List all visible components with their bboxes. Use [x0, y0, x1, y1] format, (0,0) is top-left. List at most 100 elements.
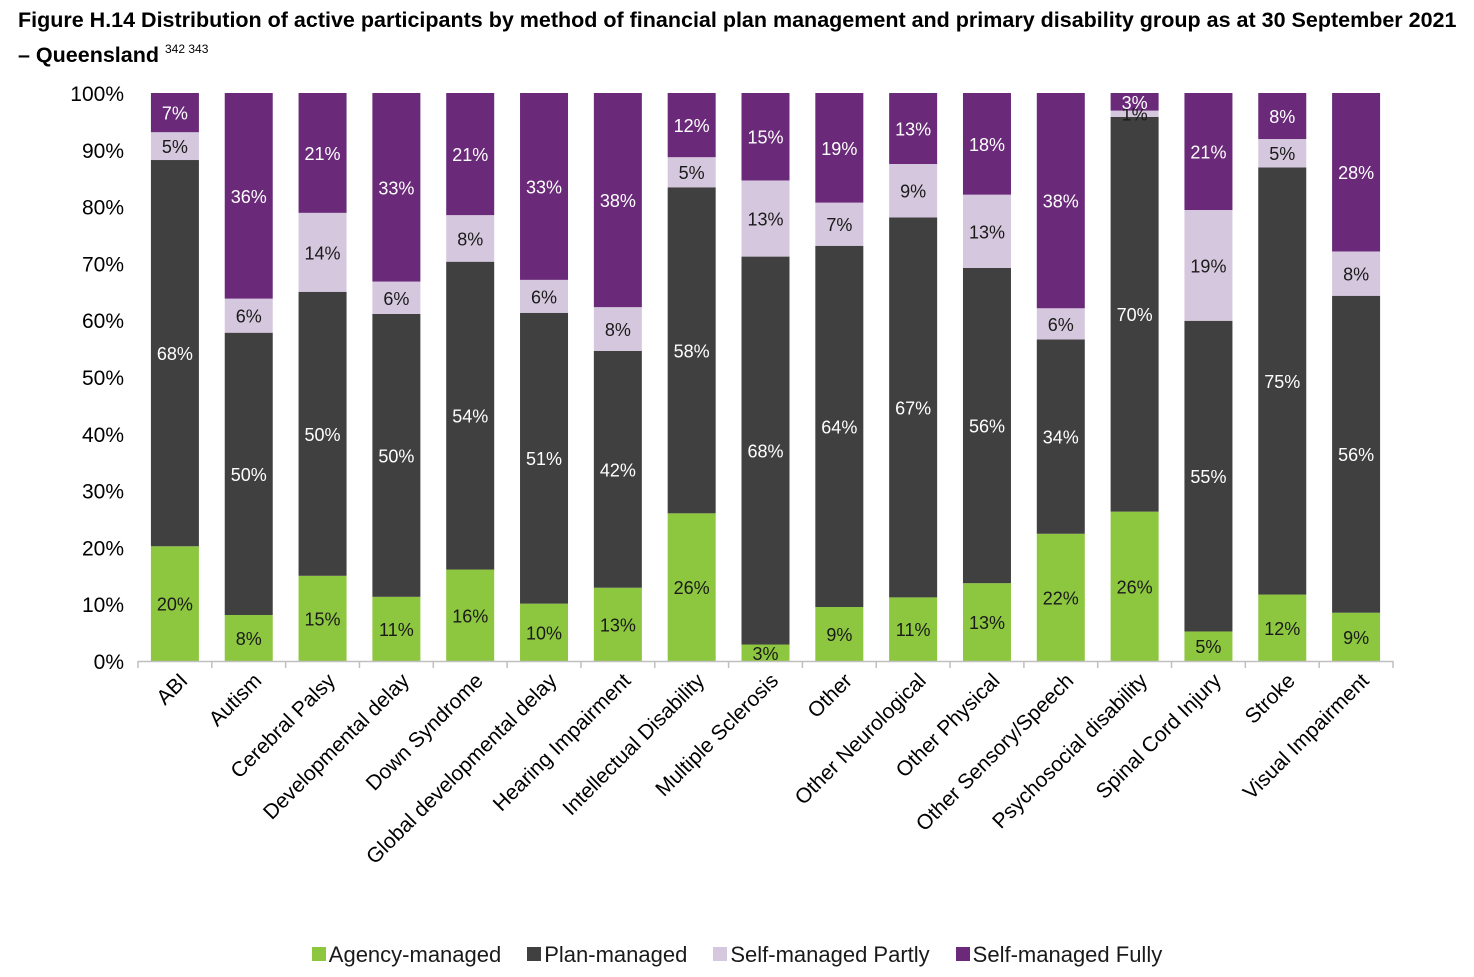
bar-segment [1184, 320, 1233, 632]
bar-segment [372, 313, 421, 597]
data-label: 8% [457, 229, 483, 249]
data-label: 50% [231, 465, 267, 485]
bar-segment [667, 513, 716, 661]
bar-segment [372, 596, 421, 661]
data-label: 19% [1190, 256, 1226, 276]
data-label: 54% [452, 407, 488, 427]
data-label: 34% [1043, 428, 1079, 448]
data-label: 10% [526, 623, 562, 643]
bar-segment [889, 93, 938, 164]
bar-segment [224, 614, 273, 661]
bar-stack: 11% 50% 6% 33% [372, 93, 421, 661]
bar-segment [962, 194, 1011, 268]
data-label: 68% [157, 344, 193, 364]
y-tick-label: 10% [82, 594, 124, 617]
bar-segment [1258, 594, 1307, 661]
bar-segment [446, 261, 495, 570]
bar-segment [1332, 612, 1381, 661]
legend-label: Self-managed Partly [730, 942, 930, 967]
y-tick-label: 40% [82, 424, 124, 447]
x-tick-label: Developmental delay [259, 669, 414, 824]
data-label: 50% [305, 425, 341, 445]
bar-segment [520, 93, 569, 280]
data-label: 51% [526, 449, 562, 469]
data-label: 8% [236, 629, 262, 649]
data-label: 28% [1338, 163, 1374, 183]
x-tick-label: Spinal Cord Injury [1092, 669, 1227, 804]
legend-swatch [713, 947, 728, 961]
data-label: 21% [452, 145, 488, 165]
data-label: 9% [826, 625, 852, 645]
bar-segment [741, 644, 790, 661]
data-label: 15% [305, 609, 341, 629]
bar-segment [150, 93, 199, 133]
bar-segment [446, 569, 495, 661]
data-label: 75% [1264, 372, 1300, 392]
y-tick-label: 100% [70, 83, 124, 106]
data-label: 8% [1343, 265, 1369, 285]
stacked-bar-chart: 0% 10% 20% 30% 40% 50% 60% 70% 80% 90% 100% 20% 68%… [70, 83, 1394, 869]
bar-stack: 22% 34% 6% 38% [1036, 93, 1085, 661]
bar-segment [1258, 167, 1307, 595]
data-label: 68% [747, 442, 783, 462]
legend-label: Plan-managed [544, 942, 688, 967]
data-label: 26% [1117, 577, 1153, 597]
bar-segment [741, 93, 790, 181]
bar-segment [1036, 339, 1085, 534]
bar-segment [520, 279, 569, 313]
bar-segment [1332, 251, 1381, 296]
bar-stack: 9% 64% 7% 19% [815, 93, 864, 661]
data-label: 18% [969, 135, 1005, 155]
data-label: 50% [378, 446, 414, 466]
bar-segment [1110, 93, 1159, 111]
x-tick-label: Hearing Impairment [489, 669, 636, 816]
x-tick-label: Intellectual Disability [558, 669, 709, 820]
data-label: 5% [679, 163, 705, 183]
bar-segment [1258, 93, 1307, 140]
bar-stack: 5% 55% 19% 21% [1184, 93, 1233, 661]
bar-segment [1184, 210, 1233, 321]
bar-segment [593, 587, 642, 661]
y-tick-label: 90% [82, 140, 124, 163]
legend-item: Plan-managed [527, 942, 687, 968]
bar-segment [1036, 308, 1085, 340]
chart-title-text: Figure H.14 Distribution of active parti… [18, 8, 1457, 67]
data-label: 12% [674, 116, 710, 136]
bar-stack: 16% 54% 8% 21% [446, 93, 495, 661]
bar-stack: 26% 70% 1%3% [1110, 93, 1159, 661]
data-label: 58% [674, 341, 710, 361]
data-label: 20% [157, 595, 193, 615]
data-label: 56% [969, 417, 1005, 437]
bar-segment [1258, 139, 1307, 168]
y-tick-label: 0% [94, 651, 124, 674]
x-tick-label: Other Neurological [791, 669, 931, 809]
data-label: 11% [896, 620, 931, 640]
legend-label: Self-managed Fully [972, 942, 1163, 967]
data-label: 3% [752, 644, 778, 664]
bar-segment [667, 93, 716, 158]
data-label: 67% [895, 398, 931, 418]
bar-segment [298, 575, 347, 661]
data-label: 6% [236, 307, 262, 327]
data-label: 6% [531, 287, 557, 307]
x-tick-label: Multiple Sclerosis [651, 669, 783, 801]
data-label: 64% [821, 417, 857, 437]
legend-swatch [955, 947, 970, 961]
data-label: 1% [1122, 105, 1148, 125]
bar-segment [815, 245, 864, 608]
data-label: 70% [1117, 305, 1153, 325]
data-label: 19% [821, 139, 857, 159]
bar-stack: 9% 56% 8% 28% [1332, 93, 1381, 661]
legend-item: Agency-managed [311, 942, 501, 968]
bar-segment [372, 281, 421, 314]
bar-segment [815, 607, 864, 661]
bar-segment [150, 132, 199, 161]
data-label: 5% [1195, 637, 1221, 657]
bar-segment [1332, 295, 1381, 613]
bar-segment [520, 312, 569, 604]
data-label: 6% [1048, 315, 1074, 335]
bar-stack: 15% 50% 14% 21% [298, 93, 347, 661]
x-tick-label: Autism [205, 669, 267, 731]
data-label: 16% [452, 606, 488, 626]
y-tick-label: 70% [82, 253, 124, 276]
